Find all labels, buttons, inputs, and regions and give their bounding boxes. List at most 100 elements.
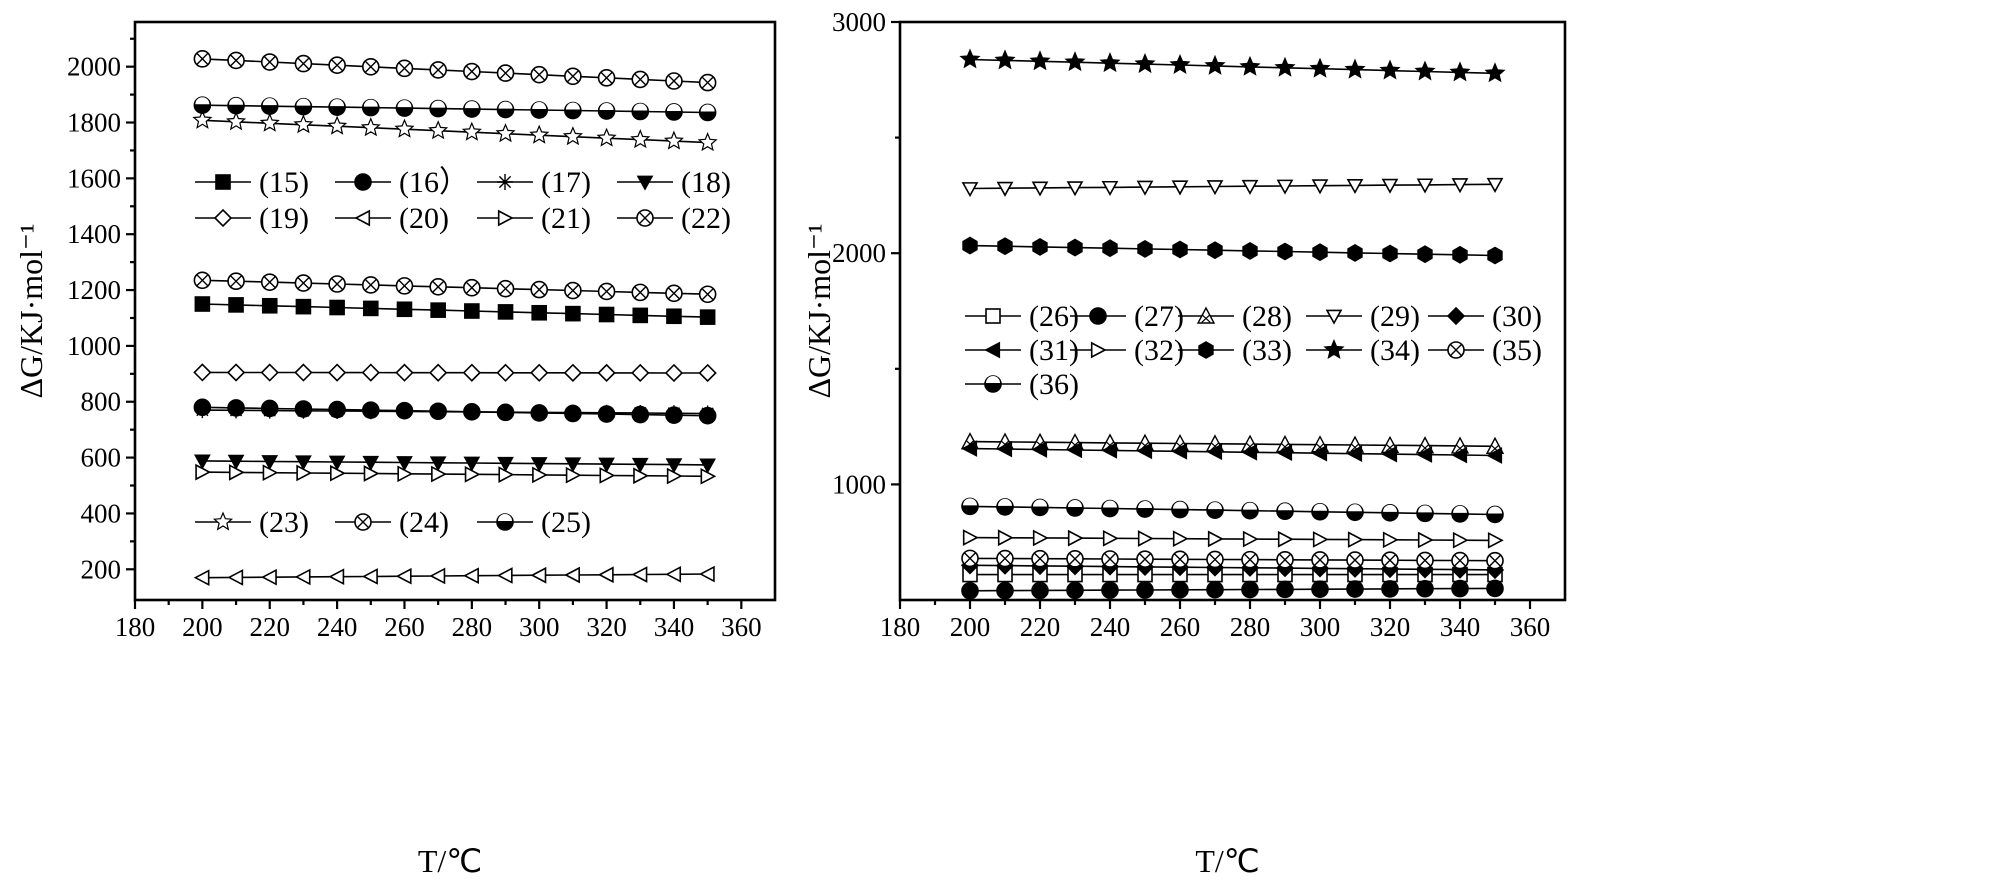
data-point bbox=[666, 308, 682, 325]
data-point-highlight bbox=[195, 97, 210, 105]
data-point bbox=[996, 440, 1013, 458]
legend-label: (32) bbox=[1134, 334, 1184, 367]
data-point bbox=[1276, 580, 1294, 599]
legend-entry-30: (30) bbox=[1428, 300, 1542, 333]
data-point bbox=[363, 465, 380, 482]
data-point bbox=[396, 456, 413, 472]
legend-entry-23: (23) bbox=[195, 506, 309, 539]
data-point bbox=[463, 456, 481, 472]
data-point bbox=[1171, 581, 1189, 599]
data-point bbox=[1136, 581, 1154, 599]
data-point bbox=[261, 568, 277, 586]
series-24 bbox=[193, 50, 717, 92]
data-point bbox=[1484, 62, 1506, 83]
series-line bbox=[969, 447, 1496, 457]
data-point bbox=[1206, 550, 1224, 569]
legend-entry-36: (36) bbox=[965, 368, 1079, 401]
data-point bbox=[1311, 551, 1329, 569]
data-point-highlight bbox=[532, 102, 547, 110]
y-axis-title: ΔG/KJ·mol⁻¹ bbox=[13, 223, 49, 398]
data-point bbox=[328, 455, 346, 471]
data-point bbox=[1169, 53, 1191, 74]
series-25 bbox=[193, 96, 717, 122]
data-point bbox=[1172, 240, 1188, 259]
data-point bbox=[1312, 531, 1329, 548]
y-tick-label: 600 bbox=[81, 443, 122, 473]
data-point bbox=[192, 109, 213, 129]
series-15 bbox=[194, 296, 716, 325]
x-tick-label: 300 bbox=[1300, 612, 1341, 642]
data-point bbox=[1451, 579, 1469, 598]
data-point bbox=[631, 70, 650, 89]
data-point bbox=[1137, 530, 1154, 547]
data-point bbox=[1346, 445, 1363, 462]
data-point bbox=[961, 440, 978, 457]
legend-entry-19: (19) bbox=[195, 202, 309, 235]
series-23 bbox=[192, 109, 718, 152]
y-tick-label: 2000 bbox=[67, 52, 121, 82]
data-point bbox=[1381, 445, 1398, 463]
data-point bbox=[227, 272, 245, 291]
data-point bbox=[1101, 442, 1118, 459]
data-point bbox=[1382, 531, 1399, 549]
data-point bbox=[665, 405, 682, 422]
data-point bbox=[1277, 530, 1294, 548]
legend-label: (27) bbox=[1134, 300, 1184, 333]
data-point bbox=[1031, 549, 1049, 568]
legend-label: (36) bbox=[1029, 368, 1079, 401]
data-point-highlight bbox=[296, 98, 311, 106]
series-line bbox=[202, 471, 708, 478]
legend-marker bbox=[1446, 306, 1466, 326]
series-line bbox=[202, 460, 708, 466]
data-point bbox=[1381, 551, 1399, 570]
data-point bbox=[1449, 61, 1471, 82]
x-tick-label: 280 bbox=[1230, 612, 1271, 642]
series-18 bbox=[194, 454, 716, 474]
data-point bbox=[598, 457, 615, 473]
x-tick-label: 340 bbox=[654, 612, 695, 642]
data-point bbox=[259, 112, 280, 132]
data-point bbox=[699, 309, 716, 325]
data-point bbox=[632, 405, 649, 422]
legend-label: (28) bbox=[1242, 300, 1292, 333]
data-point-highlight bbox=[1033, 499, 1047, 507]
data-point bbox=[1416, 178, 1434, 194]
data-point bbox=[1416, 551, 1434, 570]
legend-entry-29: (29) bbox=[1306, 300, 1420, 333]
data-point bbox=[496, 567, 513, 584]
data-point bbox=[698, 285, 717, 304]
data-point bbox=[330, 464, 346, 482]
data-point bbox=[598, 306, 615, 323]
y-axis-title: ΔG/KJ·mol⁻¹ bbox=[801, 223, 837, 398]
legend-entry-32: (32) bbox=[1070, 334, 1184, 367]
data-point bbox=[961, 182, 979, 198]
legend-entry-25: (25) bbox=[477, 506, 591, 539]
series-line bbox=[202, 119, 708, 144]
data-point bbox=[261, 402, 278, 419]
series-line bbox=[969, 440, 1496, 448]
data-point bbox=[1171, 180, 1189, 196]
data-point bbox=[1136, 442, 1153, 460]
legend-marker-highlight bbox=[986, 376, 1000, 383]
legend-entry-21: (21) bbox=[477, 202, 591, 235]
data-point bbox=[226, 111, 247, 131]
data-point-highlight bbox=[330, 99, 345, 107]
data-point bbox=[1311, 179, 1329, 195]
legend-label: (20) bbox=[399, 202, 449, 235]
data-point bbox=[1277, 242, 1293, 261]
data-point bbox=[295, 298, 312, 315]
data-point bbox=[464, 466, 481, 483]
data-point bbox=[699, 405, 716, 422]
data-point bbox=[532, 466, 548, 484]
data-point bbox=[564, 404, 581, 421]
x-tick-label: 220 bbox=[1020, 612, 1061, 642]
series-19 bbox=[193, 363, 717, 383]
data-point bbox=[1416, 579, 1434, 598]
data-point bbox=[565, 466, 582, 484]
data-point bbox=[1031, 441, 1048, 458]
data-point bbox=[663, 130, 684, 150]
data-point bbox=[1172, 530, 1189, 548]
data-point bbox=[565, 305, 581, 322]
data-point-highlight bbox=[1103, 500, 1117, 508]
data-point bbox=[1206, 180, 1224, 196]
